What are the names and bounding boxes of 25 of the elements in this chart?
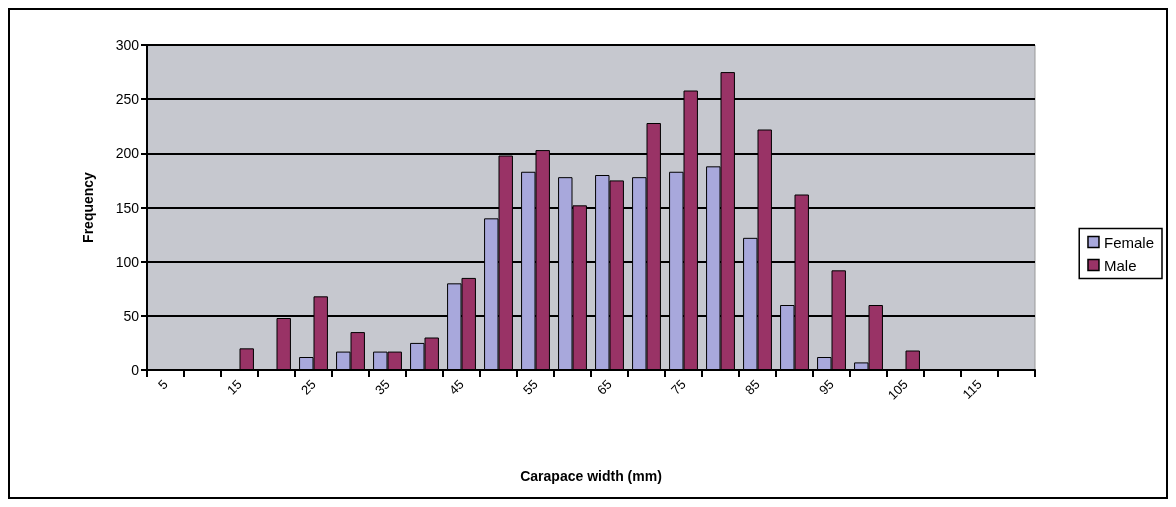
x-tick-label: 75 xyxy=(667,376,689,398)
x-tick-label: 45 xyxy=(445,376,467,398)
bar xyxy=(905,350,920,370)
x-axis-title: Carapace width (mm) xyxy=(520,468,662,484)
legend-label: Female xyxy=(1103,233,1155,251)
y-tick-label: 300 xyxy=(115,37,140,53)
x-tick-label: 25 xyxy=(297,376,319,398)
y-tick-label: 0 xyxy=(131,362,140,378)
y-tick-label: 150 xyxy=(115,199,140,216)
x-tick-label: 5 xyxy=(155,376,171,393)
x-tick-label: 85 xyxy=(741,376,763,398)
x-tick-label: 115 xyxy=(959,376,985,402)
y-axis-title: Frequency xyxy=(80,171,96,243)
x-tick-label: 15 xyxy=(223,376,245,398)
bar xyxy=(239,348,254,370)
y-tick-label: 250 xyxy=(115,91,140,108)
x-tick-label: 65 xyxy=(593,376,615,398)
x-tick-label: 35 xyxy=(371,376,393,398)
x-tick-label: 55 xyxy=(519,376,541,398)
y-tick-label: 50 xyxy=(123,307,140,324)
y-tick-label: 200 xyxy=(115,145,140,162)
y-tick-label: 100 xyxy=(115,253,140,270)
x-tick-label: 105 xyxy=(884,376,911,403)
legend-label: Male xyxy=(1103,256,1137,274)
x-tick-label: 95 xyxy=(815,376,837,398)
